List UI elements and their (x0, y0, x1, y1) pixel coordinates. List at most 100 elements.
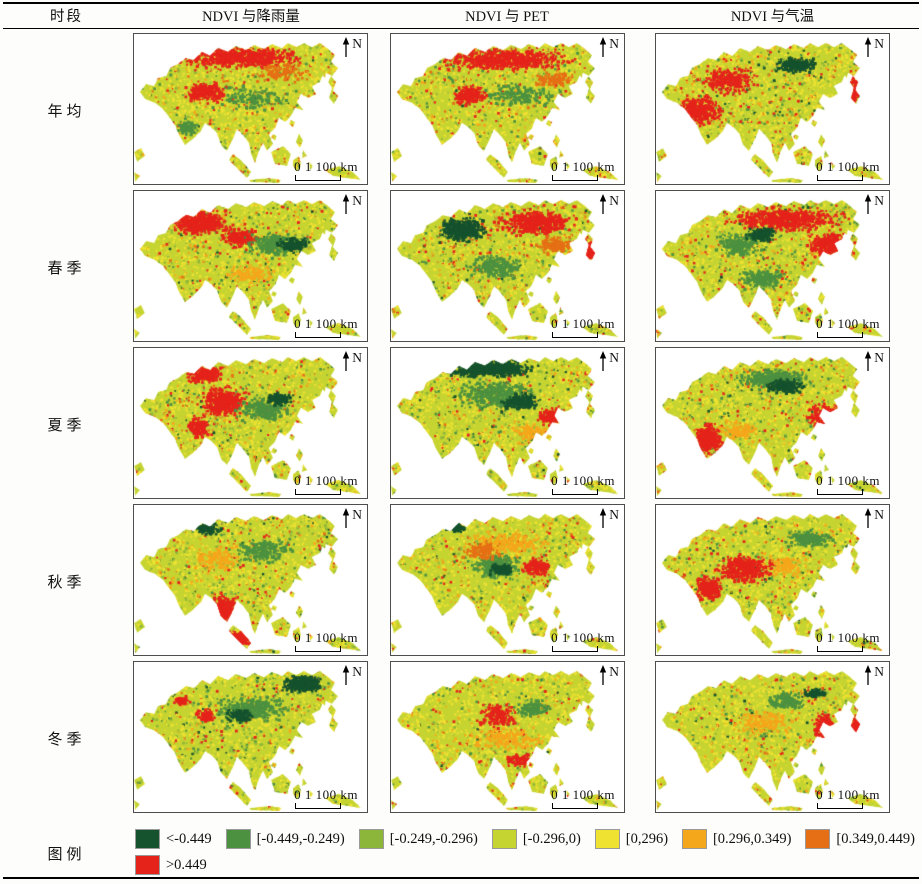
scale-bracket (552, 175, 599, 181)
legend-swatch-dark-orange (805, 829, 831, 849)
legend-label: 图例 (47, 847, 86, 863)
north-arrow-icon (343, 351, 350, 371)
map-canvas-autumn-temp (656, 505, 889, 655)
map-canvas-spring-temp (656, 191, 889, 341)
row-label-summer: 夏季 (47, 418, 86, 434)
map-annual-pet: N 0 1 100 km (390, 33, 625, 185)
column-header-ndvi-pet: NDVI 与 PET (465, 9, 549, 25)
north-arrow: N (598, 194, 619, 215)
legend-item-label: [-0.296,0) (522, 830, 581, 847)
north-label: N (609, 350, 619, 365)
scale-bracket (295, 646, 342, 652)
map-annual-rainfall: N 0 1 100 km (133, 33, 368, 185)
north-arrow: N (341, 351, 362, 372)
legend-item: [-0.249,-0.296) (358, 829, 478, 849)
legend-item: >0.449 (135, 855, 207, 875)
north-arrow: N (598, 665, 619, 686)
scale-bar: 0 1 100 km (551, 788, 615, 809)
scale-label: 0 1 100 km (294, 316, 358, 331)
legend-swatch-olive (358, 829, 384, 849)
map-autumn-pet: N 0 1 100 km (390, 504, 625, 656)
legend-item-label: <-0.449 (166, 830, 212, 847)
north-arrow: N (341, 194, 362, 215)
map-summer-rainfall: N 0 1 100 km (133, 347, 368, 499)
scale-bar: 0 1 100 km (294, 474, 358, 495)
map-spring-temperature: N 0 1 100 km (655, 190, 890, 342)
north-arrow: N (598, 508, 619, 529)
map-canvas-summer-temp (656, 348, 889, 498)
map-canvas-summer-pet (391, 348, 624, 498)
row-label-winter: 冬季 (47, 732, 86, 748)
scale-bar: 0 1 100 km (551, 631, 615, 652)
map-canvas-spring-rainfall (134, 191, 367, 341)
scale-label: 0 1 100 km (551, 787, 615, 802)
north-arrow-icon (865, 665, 872, 685)
legend-swatch-yellow (594, 829, 620, 849)
scale-bar: 0 1 100 km (294, 631, 358, 652)
scale-bar: 0 1 100 km (294, 788, 358, 809)
map-autumn-rainfall: N 0 1 100 km (133, 504, 368, 656)
scale-bar: 0 1 100 km (551, 160, 615, 181)
row-label-autumn: 秋季 (47, 575, 86, 591)
scale-bracket (295, 489, 342, 495)
legend-row-2: >0.449 (135, 855, 207, 875)
map-canvas-annual-rainfall (134, 34, 367, 184)
scale-label: 0 1 100 km (551, 473, 615, 488)
scale-bracket (817, 803, 864, 809)
north-arrow: N (863, 351, 884, 372)
legend-item-label: [0.296,0.349) (712, 830, 792, 847)
map-winter-rainfall: N 0 1 100 km (133, 661, 368, 813)
legend-item-label: [-0.249,-0.296) (389, 830, 478, 847)
map-canvas-autumn-rainfall (134, 505, 367, 655)
north-label: N (609, 507, 619, 522)
scale-label: 0 1 100 km (551, 630, 615, 645)
legend-item: [-0.449,-0.249) (225, 829, 345, 849)
scale-bracket (817, 175, 864, 181)
north-arrow-icon (343, 665, 350, 685)
table-header-rule (3, 28, 919, 29)
legend-item-label: [0,296) (625, 830, 669, 847)
map-summer-pet: N 0 1 100 km (390, 347, 625, 499)
legend-item-label: [0.349,0.449) (836, 830, 915, 847)
map-canvas-winter-temp (656, 662, 889, 812)
north-arrow-icon (600, 508, 607, 528)
north-arrow-icon (600, 194, 607, 214)
legend-item: [-0.296,0) (491, 829, 581, 849)
map-winter-pet: N 0 1 100 km (390, 661, 625, 813)
legend-item: <-0.449 (135, 829, 212, 849)
scale-label: 0 1 100 km (816, 630, 880, 645)
scale-label: 0 1 100 km (816, 316, 880, 331)
legend-item-label: [-0.449,-0.249) (256, 830, 345, 847)
north-label: N (874, 350, 884, 365)
scale-bracket (295, 175, 342, 181)
scale-label: 0 1 100 km (816, 473, 880, 488)
map-canvas-summer-rainfall (134, 348, 367, 498)
map-canvas-annual-temp (656, 34, 889, 184)
table-top-rule (3, 2, 919, 4)
scale-bracket (552, 332, 599, 338)
scale-bracket (295, 332, 342, 338)
scale-label: 0 1 100 km (294, 787, 358, 802)
north-label: N (352, 36, 362, 51)
map-canvas-annual-pet (391, 34, 624, 184)
north-arrow-icon (600, 351, 607, 371)
north-arrow: N (863, 508, 884, 529)
legend-item: [0,296) (594, 829, 669, 849)
scale-bar: 0 1 100 km (294, 160, 358, 181)
north-label: N (874, 664, 884, 679)
north-label: N (874, 36, 884, 51)
north-arrow: N (341, 508, 362, 529)
scale-bracket (295, 803, 342, 809)
north-arrow-icon (865, 508, 872, 528)
north-arrow: N (863, 37, 884, 58)
north-label: N (609, 193, 619, 208)
north-arrow-icon (343, 194, 350, 214)
scale-label: 0 1 100 km (294, 159, 358, 174)
legend-swatch-yellow-green (491, 829, 517, 849)
map-canvas-winter-pet (391, 662, 624, 812)
north-label: N (609, 36, 619, 51)
scale-label: 0 1 100 km (816, 787, 880, 802)
scale-label: 0 1 100 km (816, 159, 880, 174)
scale-bracket (817, 489, 864, 495)
north-label: N (352, 664, 362, 679)
